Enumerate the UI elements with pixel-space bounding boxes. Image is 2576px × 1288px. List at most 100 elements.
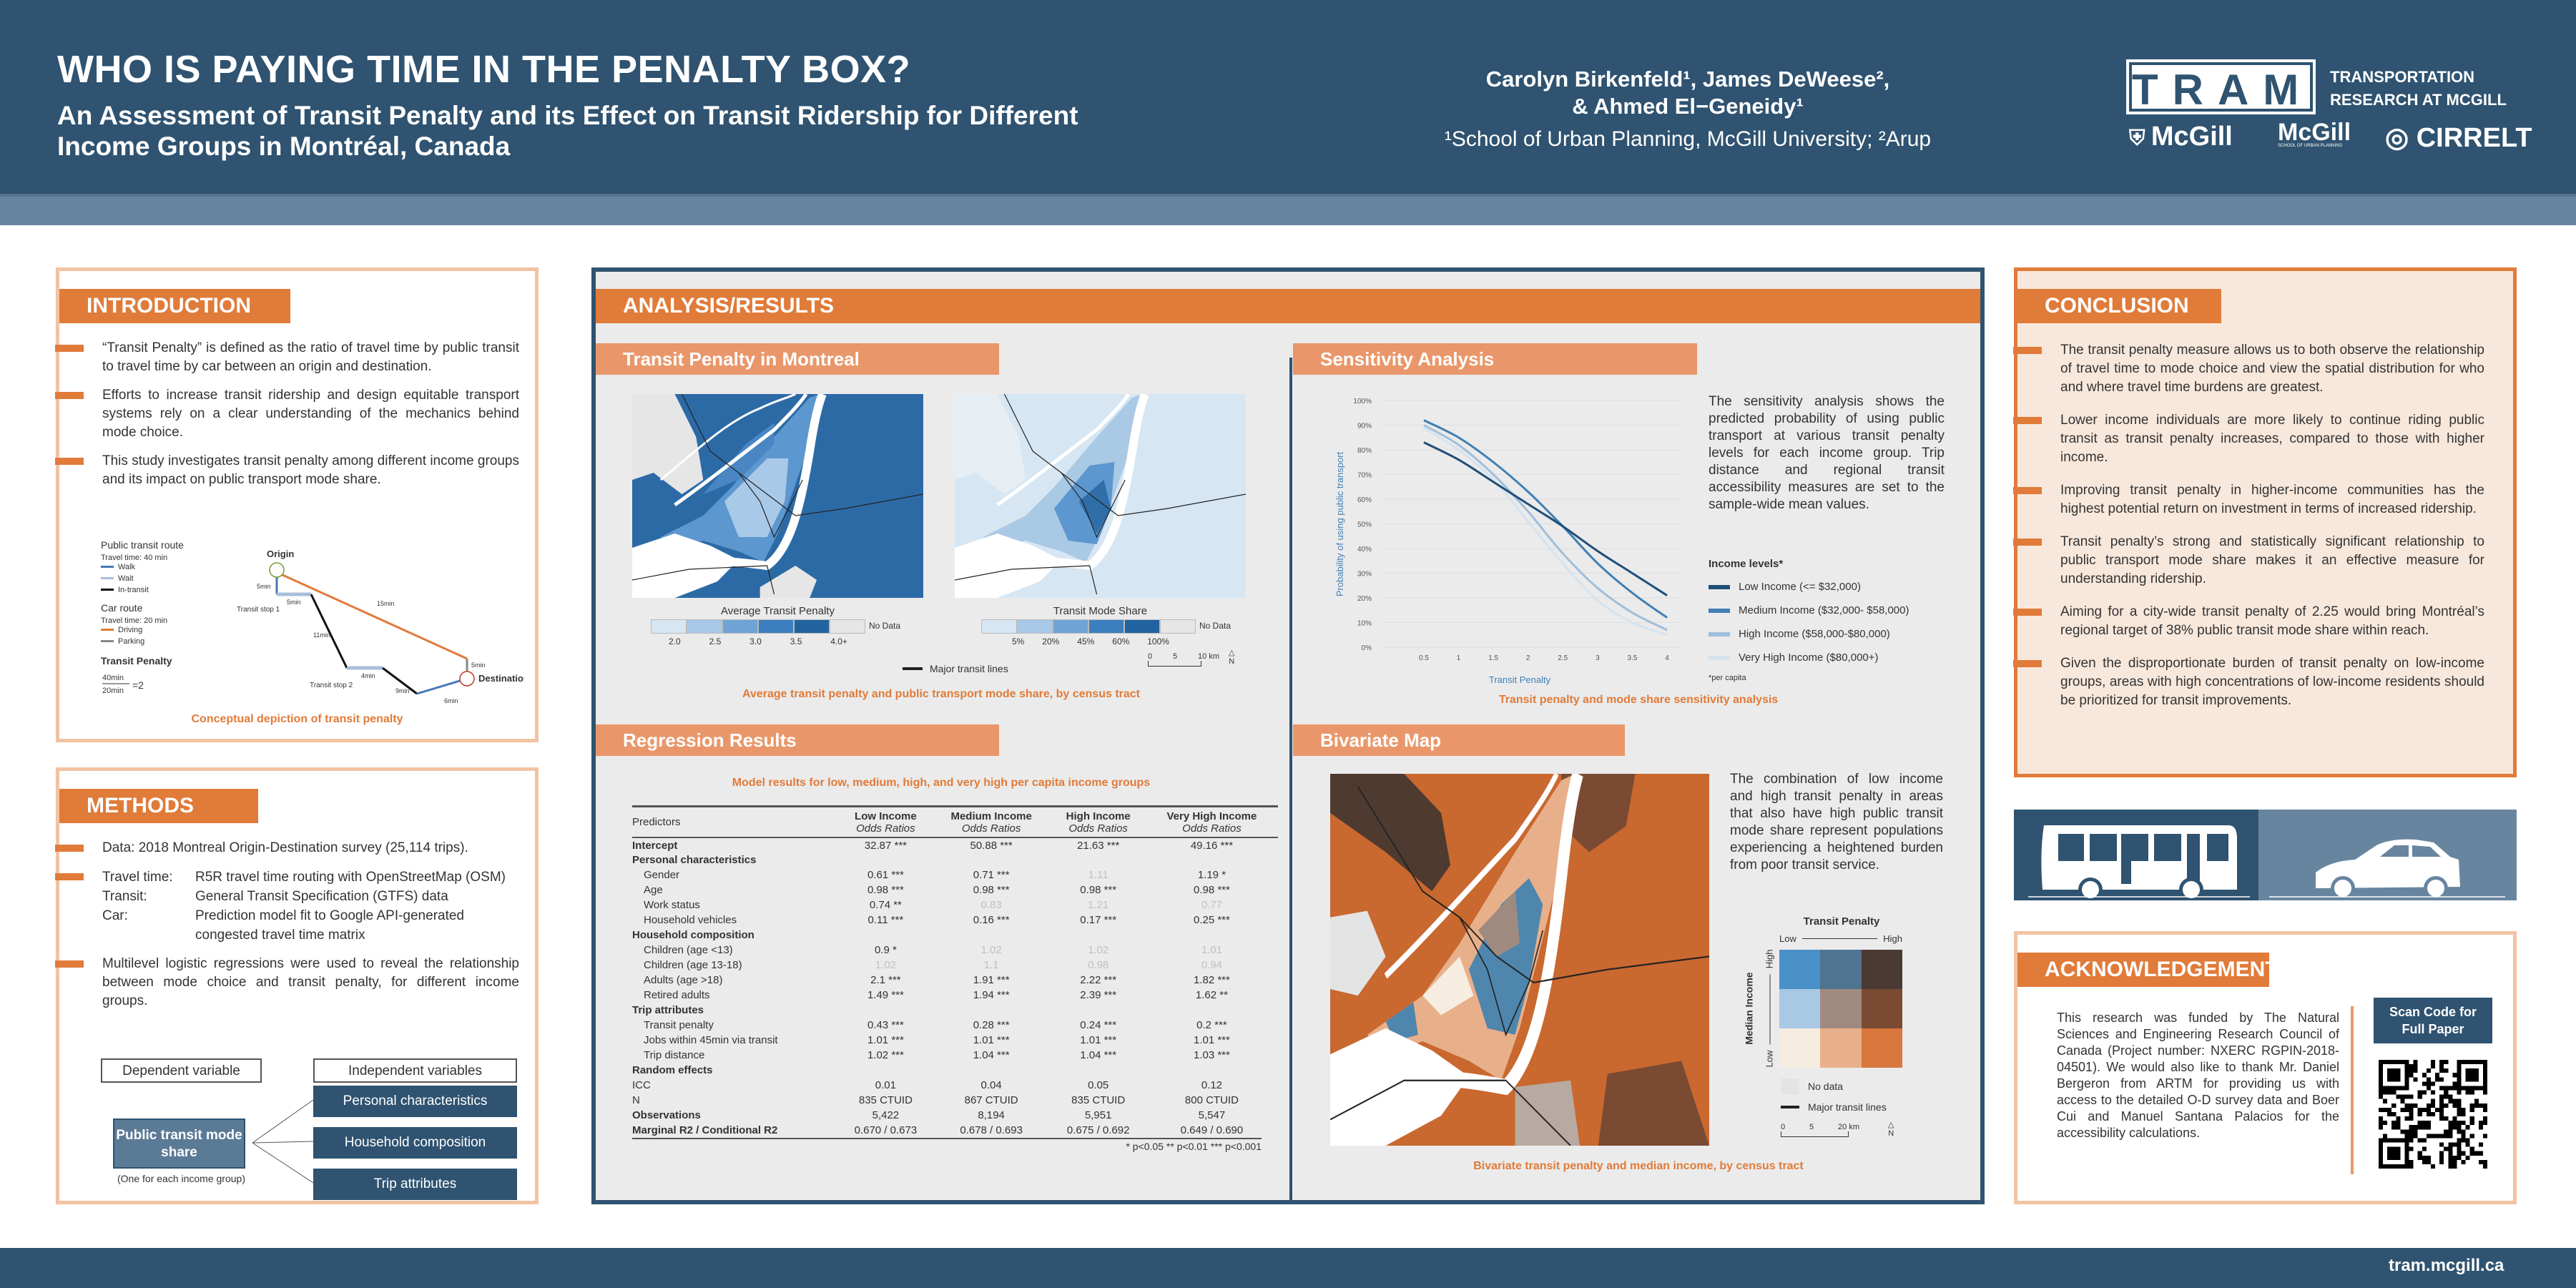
north-label: N bbox=[1888, 1129, 1894, 1138]
origin-label: Origin bbox=[267, 549, 294, 559]
bivariate-scale-bar: 0 5 20 km bbox=[1781, 1123, 1859, 1137]
column-header: Medium Income bbox=[950, 810, 1032, 822]
mcgill-logo: ⛨ McGill bbox=[2129, 122, 2233, 152]
income-legend-title: Income levels* bbox=[1709, 558, 1784, 570]
panel-divider bbox=[1289, 358, 1292, 1201]
legend-item: Medium Income ($32,000- $58,000) bbox=[1709, 604, 1909, 616]
odds-ratio-cell: 835 CTUID bbox=[858, 1094, 913, 1106]
destination-marker bbox=[459, 671, 475, 687]
transit-line-swatch bbox=[1781, 1106, 1799, 1108]
odds-ratio-cell: 0.98 *** bbox=[973, 884, 1010, 896]
introduction-heading: INTRODUCTION bbox=[59, 289, 290, 323]
footer-url[interactable]: tram.mcgill.ca bbox=[2389, 1256, 2504, 1275]
y-tick-label: 10% bbox=[1357, 620, 1372, 628]
empty-cell bbox=[1051, 1063, 1145, 1078]
empty-cell bbox=[1146, 1063, 1278, 1078]
parking-swatch bbox=[101, 640, 114, 642]
odds-ratio-cell: 0.77 bbox=[1201, 899, 1223, 911]
odds-ratio-cell: 0.25 *** bbox=[1193, 914, 1230, 926]
predictor-label: Transit penalty bbox=[644, 1019, 714, 1031]
odds-ratio-cell: 1.1 bbox=[983, 959, 999, 971]
tp-numerator: 40min bbox=[102, 674, 124, 682]
odds-ratio-cell: 1.01 *** bbox=[1080, 1034, 1117, 1046]
odds-ratio-cell: 49.16 *** bbox=[1190, 839, 1234, 852]
map1-legend-ticks: 2.0 2.5 3.0 3.5 4.0+ bbox=[669, 636, 847, 647]
pt-route-title: Public transit route bbox=[101, 539, 184, 551]
series-line-1 bbox=[1423, 419, 1668, 619]
odds-ratio-cell: 1.01 *** bbox=[1193, 1034, 1230, 1046]
mcgill-logo-text: McGill bbox=[2150, 122, 2233, 152]
no-data-label: No data bbox=[1808, 1081, 1844, 1092]
in-transit-swatch bbox=[101, 589, 114, 591]
transit-value: General Transit Specification (GTFS) dat… bbox=[195, 889, 448, 904]
predictor-label: Work status bbox=[644, 899, 700, 911]
x-tick-label: 1.5 bbox=[1488, 654, 1498, 662]
empty-cell bbox=[1146, 1003, 1278, 1018]
sensitivity-heading: Sensitivity Analysis bbox=[1293, 343, 1697, 375]
x-tick-label: 2 bbox=[1526, 654, 1530, 662]
header-band bbox=[0, 194, 2576, 225]
table-row: Marginal R2 / Conditional R2 0.670 / 0.67… bbox=[632, 1123, 1278, 1138]
odds-ratio-subheader: Odds Ratios bbox=[840, 822, 932, 838]
seg-label: 5min bbox=[471, 662, 486, 669]
north-arrow-icon: △ N bbox=[1888, 1121, 1894, 1138]
x-tick-label: 3 bbox=[1596, 654, 1600, 662]
legend-swatch bbox=[1709, 584, 1730, 589]
qr-code[interactable] bbox=[2379, 1060, 2487, 1169]
legend-swatch bbox=[1709, 608, 1730, 613]
odds-ratio-cell: 0.05 bbox=[1088, 1079, 1109, 1091]
x-tick-label: 3.5 bbox=[1627, 654, 1637, 662]
bivariate-text: The combination of low income and high t… bbox=[1730, 772, 1943, 872]
dependent-variable-box: Public transit mode share bbox=[113, 1119, 245, 1169]
odds-ratio-cell: 1.04 *** bbox=[1080, 1049, 1117, 1061]
map2-legend-title: Transit Mode Share bbox=[1053, 605, 1148, 617]
table-row: Work status 0.74 ** 0.83 1.21 0.77 bbox=[632, 898, 1278, 913]
independent-personal: Personal characteristics bbox=[313, 1086, 517, 1117]
odds-ratio-cell: 1.49 *** bbox=[867, 989, 904, 1001]
map2-legend-ticks: 5% 20% 45% 60% 100% bbox=[1012, 636, 1169, 647]
odds-ratio-cell: 800 CTUID bbox=[1184, 1094, 1239, 1106]
sensitivity-caption: Transit penalty and mode share sensitivi… bbox=[1498, 694, 1779, 706]
odds-ratio-cell: 21.63 *** bbox=[1077, 839, 1120, 852]
conclusion-panel: CONCLUSION The transit penalty measure a… bbox=[2013, 267, 2517, 777]
odds-ratio-cell: 0.98 *** bbox=[1080, 884, 1117, 896]
odds-ratio-cell: 1.82 *** bbox=[1193, 974, 1230, 986]
table-row: Children (age 13-18) 1.02 1.1 0.98 0.94 bbox=[632, 958, 1278, 973]
table-row: N 835 CTUID 867 CTUID 835 CTUID 800 CTUID bbox=[632, 1093, 1278, 1108]
income-legend: Low Income (<= $32,000) Medium Income ($3… bbox=[1709, 581, 1909, 675]
mcgill-crest-icon: ⛨ bbox=[2129, 127, 2151, 150]
tram-logo: TRAM bbox=[2126, 59, 2316, 114]
significance-footnote: * p<0.05 ** p<0.01 *** p<0.001 bbox=[1126, 1141, 1262, 1152]
bivariate-caption: Bivariate transit penalty and median inc… bbox=[1473, 1160, 1804, 1172]
methods-travel-time-bullet: Travel time: R5R travel time routing with… bbox=[55, 867, 519, 945]
scan-code-label: Scan Code for Full Paper bbox=[2374, 998, 2492, 1043]
walk-swatch bbox=[101, 566, 114, 568]
bivariate-y-title: Median Income bbox=[1743, 972, 1755, 1045]
table-row: ICC 0.01 0.04 0.05 0.12 bbox=[632, 1078, 1278, 1093]
odds-ratio-cell: 0.43 *** bbox=[867, 1019, 904, 1031]
intro-diagram-caption: Conceptual depiction of transit penalty bbox=[191, 713, 403, 725]
cirrelt-text: CIRRELT bbox=[2416, 123, 2532, 153]
car-route-time: Travel time: 20 min bbox=[101, 616, 167, 625]
affiliation: ¹School of Urban Planning, McGill Univer… bbox=[1444, 127, 1932, 151]
table-row: Observations 5,422 8,194 5,951 5,547 bbox=[632, 1108, 1278, 1123]
origin-marker bbox=[269, 562, 285, 578]
transit-lines-legend: Major transit lines bbox=[903, 663, 1008, 674]
table-row: Adults (age >18) 2.1 *** 1.91 *** 2.22 *** 1… bbox=[632, 973, 1278, 988]
table-row: Household vehicles 0.11 *** 0.16 *** 0.17 *… bbox=[632, 913, 1278, 928]
y-axis-label: Probability of using public transport bbox=[1334, 451, 1345, 596]
x-high-label: High bbox=[1883, 933, 1902, 944]
y-low-label: Low bbox=[1764, 1050, 1775, 1068]
seg-label: 6min bbox=[444, 697, 458, 704]
legend-cell bbox=[1820, 989, 1862, 1028]
tram-sub-1: TRANSPORTATION bbox=[2330, 68, 2475, 86]
y-high-label: High bbox=[1764, 949, 1775, 969]
per-capita-note: *per capita bbox=[1709, 674, 1746, 682]
odds-ratio-cell: 32.87 *** bbox=[864, 839, 907, 852]
no-data-swatch bbox=[1781, 1078, 1799, 1094]
tram-sub-2: RESEARCH AT MCGILL bbox=[2330, 91, 2507, 109]
legend-cell bbox=[1820, 950, 1862, 989]
odds-ratio-cell: 0.9 * bbox=[874, 944, 897, 956]
legend-tick: 3.0 bbox=[749, 636, 762, 647]
sensitivity-chart: 0% 10% 20% 30% 40% 50% 60% 70% 80% 90% 100% 0.5 1 1.5… bbox=[1334, 398, 1681, 685]
